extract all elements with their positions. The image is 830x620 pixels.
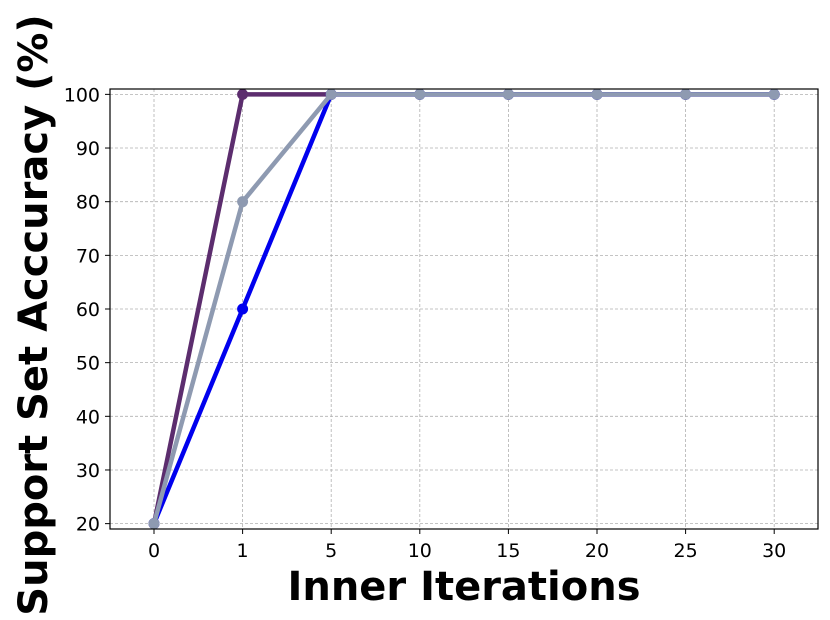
- series-3-point: [680, 88, 692, 100]
- series-3-point: [502, 88, 514, 100]
- x-axis-title: Inner Iterations: [287, 564, 640, 610]
- series-layer: [148, 88, 780, 530]
- plot-frame: [109, 88, 819, 530]
- series-1-point: [237, 88, 249, 100]
- series-3-point: [591, 88, 603, 100]
- series-3-point: [414, 88, 426, 100]
- y-tick-label: 70: [76, 245, 100, 267]
- y-tick-label: 100: [64, 84, 100, 106]
- y-tick-label: 60: [76, 299, 100, 321]
- y-tick-label: 40: [76, 406, 100, 428]
- x-tick-label: 30: [762, 540, 786, 562]
- x-tick-label: 5: [325, 540, 337, 562]
- x-tick-label: 20: [585, 540, 609, 562]
- series-3-point: [237, 196, 249, 208]
- x-tick-label: 15: [496, 540, 520, 562]
- y-axis-title: Support Set Acccuracy (%): [11, 14, 57, 615]
- y-tick-label: 20: [76, 514, 100, 536]
- x-tick-label: 1: [237, 540, 249, 562]
- x-tick-label: 10: [408, 540, 432, 562]
- series-line-3: [151, 92, 777, 526]
- x-tick-label: 25: [674, 540, 698, 562]
- series-2-point: [237, 303, 249, 315]
- y-tick-label: 50: [76, 353, 100, 375]
- grid: [110, 89, 818, 529]
- y-tick-label: 30: [76, 460, 100, 482]
- series-3-point: [325, 88, 337, 100]
- series-3-point: [148, 518, 160, 530]
- y-tick-label: 80: [76, 192, 100, 214]
- y-tick-label: 90: [76, 138, 100, 160]
- x-tick-label: 0: [148, 540, 160, 562]
- series-3-point: [768, 88, 780, 100]
